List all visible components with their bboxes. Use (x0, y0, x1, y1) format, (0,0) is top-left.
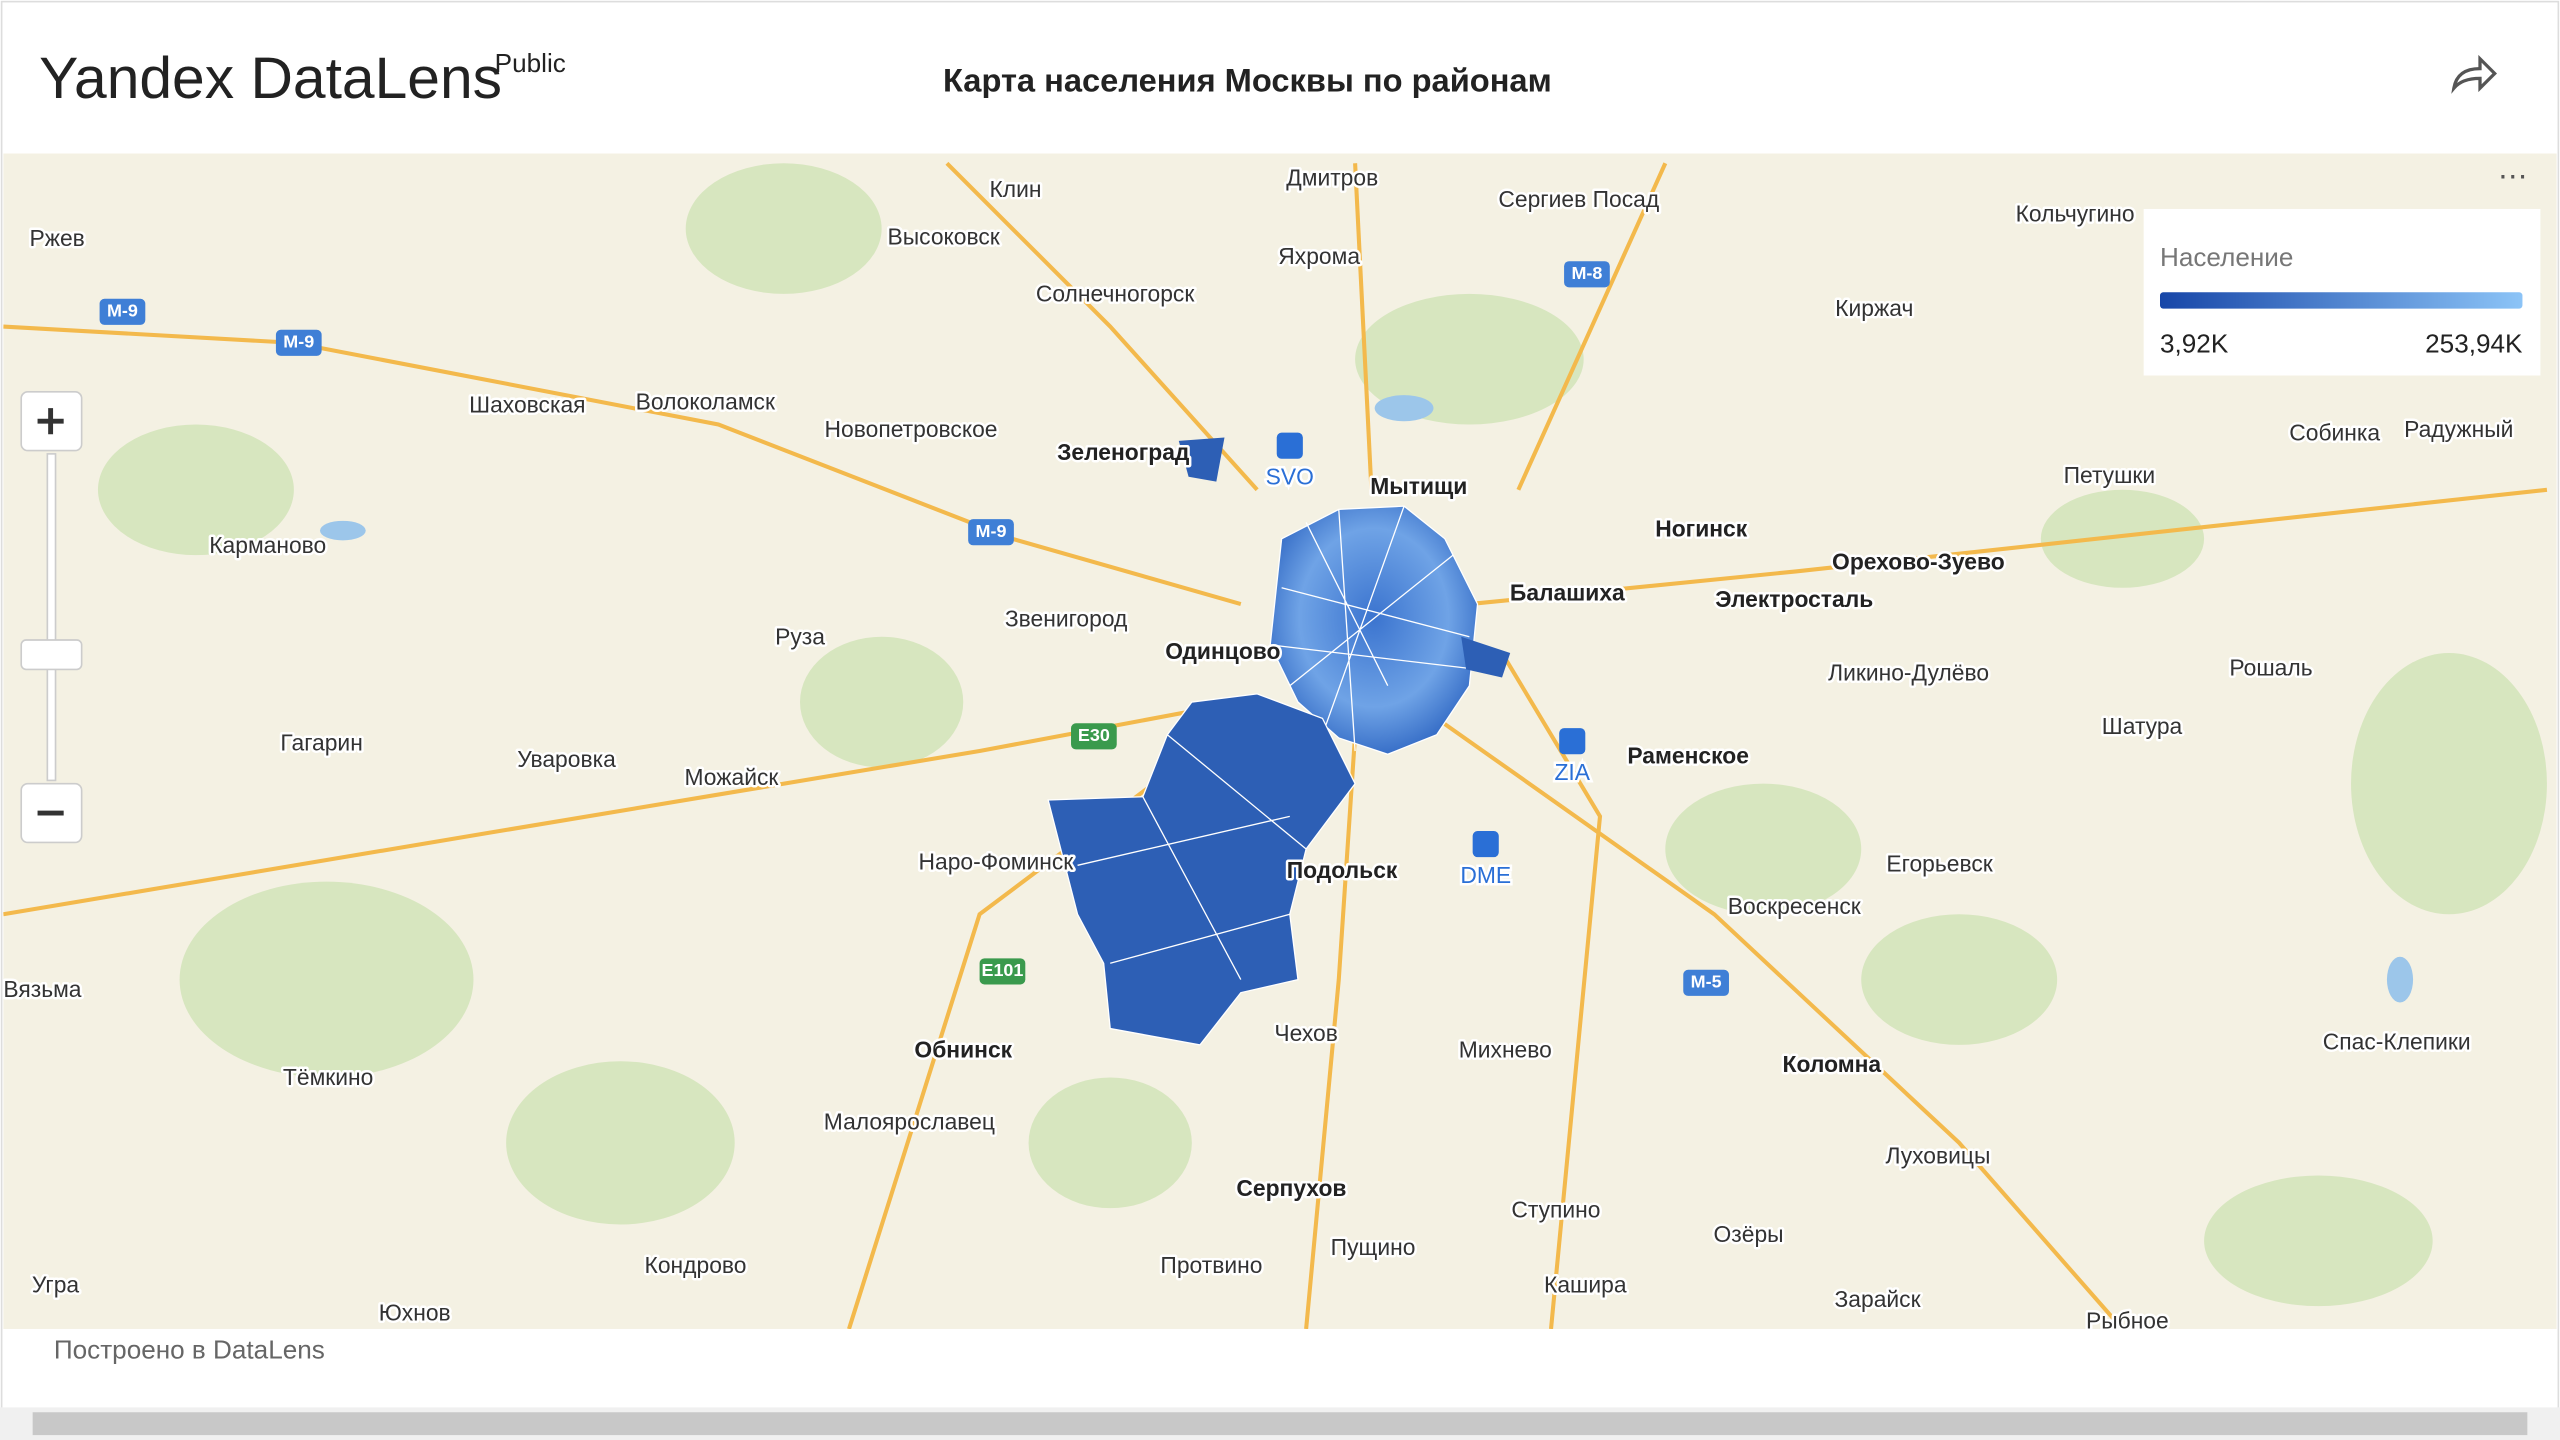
road-sign (275, 329, 322, 356)
road-sign (1683, 969, 1729, 996)
place-label: Протвино (1160, 1252, 1262, 1278)
place-label: Яхрома (1278, 243, 1360, 269)
place-label: Собинка (2289, 419, 2380, 445)
place-label: Вязьма (3, 976, 81, 1002)
place-label: Воскресенск (1728, 893, 1862, 919)
place-label: Солнечногорск (1036, 281, 1195, 307)
place-label: Юхнов (379, 1299, 451, 1325)
place-label: Одинцово (1165, 638, 1280, 664)
place-label: Звенигород (1005, 605, 1128, 631)
place-label: Серпухов (1236, 1175, 1346, 1201)
road-sign (1071, 723, 1117, 750)
road-sign (1564, 261, 1610, 288)
zoom-handle[interactable] (20, 639, 83, 671)
legend-gradient (2160, 292, 2523, 309)
place-label: Ликино-Дулёво (1828, 659, 1989, 685)
place-label: Угра (32, 1272, 80, 1298)
districts (1047, 437, 1511, 1046)
place-label: Можайск (684, 764, 779, 790)
place-label: Обнинск (914, 1036, 1012, 1062)
road-sign-label: M-5 (1691, 972, 1722, 992)
water (320, 395, 2414, 1003)
road-sign-label: M-9 (976, 521, 1007, 541)
road-sign-label: M-9 (107, 301, 138, 321)
place-label: Уваровка (517, 746, 616, 772)
place-label: Шаховская (469, 392, 585, 418)
place-label: Рошаль (2229, 654, 2312, 680)
place-label: Ступино (1511, 1196, 1600, 1222)
place-label: Егорьевск (1886, 850, 1993, 876)
forest-areas (97, 163, 2547, 1307)
road-sign-label: M-9 (283, 332, 314, 352)
place-label: Новопетровское (825, 416, 998, 442)
place-label: Петушки (2064, 462, 2156, 488)
road-sign (979, 958, 1026, 985)
place-label: Михнево (1459, 1036, 1552, 1062)
place-label: Раменское (1627, 743, 1749, 769)
airport-label: ZIA (1554, 759, 1590, 785)
place-label: Зарайск (1835, 1286, 1922, 1312)
place-label: Мытищи (1370, 473, 1467, 499)
place-label: Тёмкино (283, 1064, 373, 1090)
legend-min: 3,92K (2160, 329, 2229, 359)
legend-title: Население (2160, 242, 2293, 272)
place-label: Радужный (2404, 416, 2513, 442)
place-label: Волоколамск (636, 388, 776, 414)
share-button[interactable] (2451, 54, 2498, 94)
place-label: Луховицы (1885, 1143, 1990, 1169)
road-sign (968, 519, 1014, 546)
more-menu[interactable]: ⋯ (2498, 160, 2527, 193)
place-label: Подольск (1287, 857, 1398, 883)
place-label: Сергиев Посад (1498, 186, 1659, 212)
place-label: Рыбное (2086, 1307, 2169, 1333)
place-label: Зеленоград (1057, 439, 1190, 465)
place-label: Балашиха (1510, 579, 1625, 605)
place-label: Ржев (29, 225, 84, 251)
place-label: Клин (990, 176, 1042, 202)
road-sign (99, 298, 146, 325)
airport-icon (1559, 728, 1586, 755)
place-label: Наро-Фоминск (919, 849, 1075, 875)
place-label: Карманово (209, 532, 326, 558)
place-label: Киржач (1835, 295, 1913, 321)
place-label: Кольчугино (2016, 201, 2135, 227)
place-label: Руза (775, 623, 825, 649)
road-sign-label: M-8 (1571, 263, 1602, 283)
airport-label: DME (1460, 862, 1511, 888)
map[interactable]: Клин Дмитров Сергиев Посад Кольчугино Ржев Вы… (3, 153, 2557, 1333)
zoom-track[interactable] (46, 453, 57, 782)
zoom-in-icon (37, 408, 64, 435)
legend-max: 253,94K (2425, 329, 2523, 359)
badge: Public (495, 48, 566, 78)
dashboard-title: Карта населения Москвы по районам (943, 61, 1552, 98)
brand: Yandex DataLens (39, 46, 502, 111)
place-label: Высоковск (888, 223, 1001, 249)
place-label: Шатура (2102, 713, 2183, 739)
place-label: Кондрово (645, 1252, 747, 1278)
place-label: Пущино (1331, 1234, 1416, 1260)
scrollbar-thumb[interactable] (32, 1412, 2528, 1436)
place-label: Ногинск (1655, 516, 1748, 542)
airport-icon (1472, 831, 1499, 858)
place-label: Орехово-Зуево (1832, 548, 2005, 574)
airport-label: SVO (1266, 463, 1314, 489)
place-label: Озёры (1714, 1221, 1784, 1247)
place-label: Дмитров (1286, 165, 1378, 191)
road-sign-label: E30 (1078, 725, 1110, 745)
place-label: Спас-Клепики (2323, 1028, 2471, 1054)
place-label: Электросталь (1715, 586, 1873, 612)
footer-text: Построено в DataLens (54, 1334, 325, 1364)
airport-icon (1276, 432, 1303, 459)
place-label: Кашира (1544, 1272, 1627, 1298)
place-label: Гагарин (280, 730, 362, 756)
place-label: Коломна (1783, 1051, 1882, 1077)
place-label: Малоярославец (824, 1108, 995, 1134)
road-sign-label: E101 (981, 960, 1023, 980)
place-label: Чехов (1274, 1020, 1337, 1046)
